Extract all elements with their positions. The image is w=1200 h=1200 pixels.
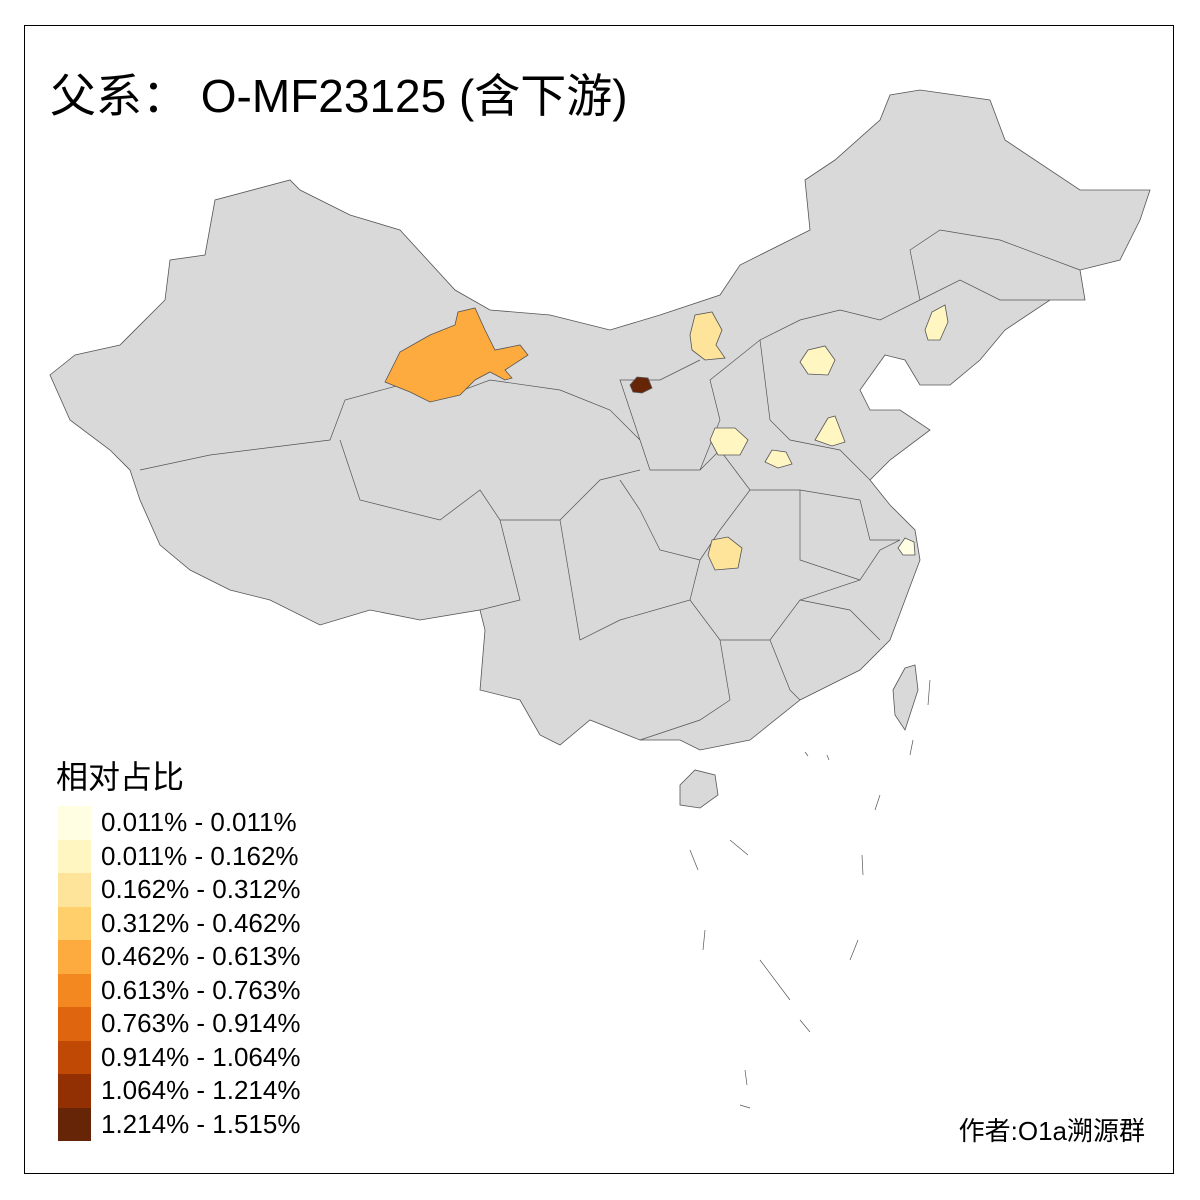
legend-item: 1.064% - 1.214% (58, 1074, 300, 1108)
legend-swatch (58, 973, 91, 1007)
map-title: 父系： O-MF23125 (含下游) (50, 70, 628, 122)
author-credit: 作者:O1a溯源群 (958, 1116, 1145, 1146)
region-class-10 (629, 376, 653, 394)
legend-item: 0.312% - 0.462% (58, 906, 301, 940)
legend: 0.011% - 0.011% 0.011% - 0.162% 0.162% - 0… (58, 806, 300, 1141)
legend-swatch (58, 1107, 91, 1141)
legend-swatch (58, 1074, 91, 1108)
legend-swatch (58, 1007, 91, 1041)
legend-swatch (58, 940, 91, 974)
legend-swatch (58, 806, 91, 840)
legend-item: 0.914% - 1.064% (58, 1040, 301, 1074)
region-class-2-a (799, 345, 836, 376)
legend-item: 0.011% - 0.162% (58, 839, 300, 873)
legend-label: 0.763% - 0.914% (101, 1008, 301, 1039)
legend-swatch (58, 839, 91, 873)
region-class-2-b (924, 304, 949, 341)
region-class-2-c (709, 427, 749, 456)
legend-label: 0.011% - 0.162% (101, 840, 299, 871)
legend-label: 0.462% - 0.613% (101, 941, 301, 972)
legend-item: 0.162% - 0.312% (58, 873, 300, 907)
province-borders (139, 229, 1081, 741)
legend-swatch (58, 906, 91, 940)
legend-item: 1.214% - 1.515% (58, 1107, 301, 1141)
region-class-2-d (764, 449, 793, 469)
legend-label: 0.011% - 0.011% (101, 807, 297, 838)
legend-label: 0.312% - 0.462% (101, 907, 301, 938)
region-class-2-e (814, 415, 846, 447)
hainan (679, 769, 719, 809)
region-class-3-a (689, 311, 726, 361)
china-mainland (49, 89, 1151, 751)
legend-label: 1.064% - 1.214% (101, 1075, 301, 1106)
legend-item: 0.613% - 0.763% (58, 973, 301, 1007)
legend-title: 相对占比 (56, 759, 185, 795)
taiwan (892, 664, 919, 731)
legend-label: 1.214% - 1.515% (101, 1108, 301, 1139)
legend-swatch (58, 873, 91, 907)
map-frame (24, 25, 1174, 1174)
region-class-5 (384, 307, 529, 403)
region-class-1 (897, 537, 916, 556)
legend-swatch (58, 1040, 91, 1074)
region-class-3-b (707, 536, 743, 571)
islands (689, 679, 931, 1109)
legend-label: 0.914% - 1.064% (101, 1041, 301, 1072)
legend-item: 0.462% - 0.613% (58, 940, 300, 974)
legend-item: 0.011% - 0.011% (58, 806, 300, 840)
legend-label: 0.162% - 0.312% (101, 874, 301, 905)
legend-label: 0.613% - 0.763% (101, 974, 301, 1005)
legend-item: 0.763% - 0.914% (58, 1007, 300, 1041)
